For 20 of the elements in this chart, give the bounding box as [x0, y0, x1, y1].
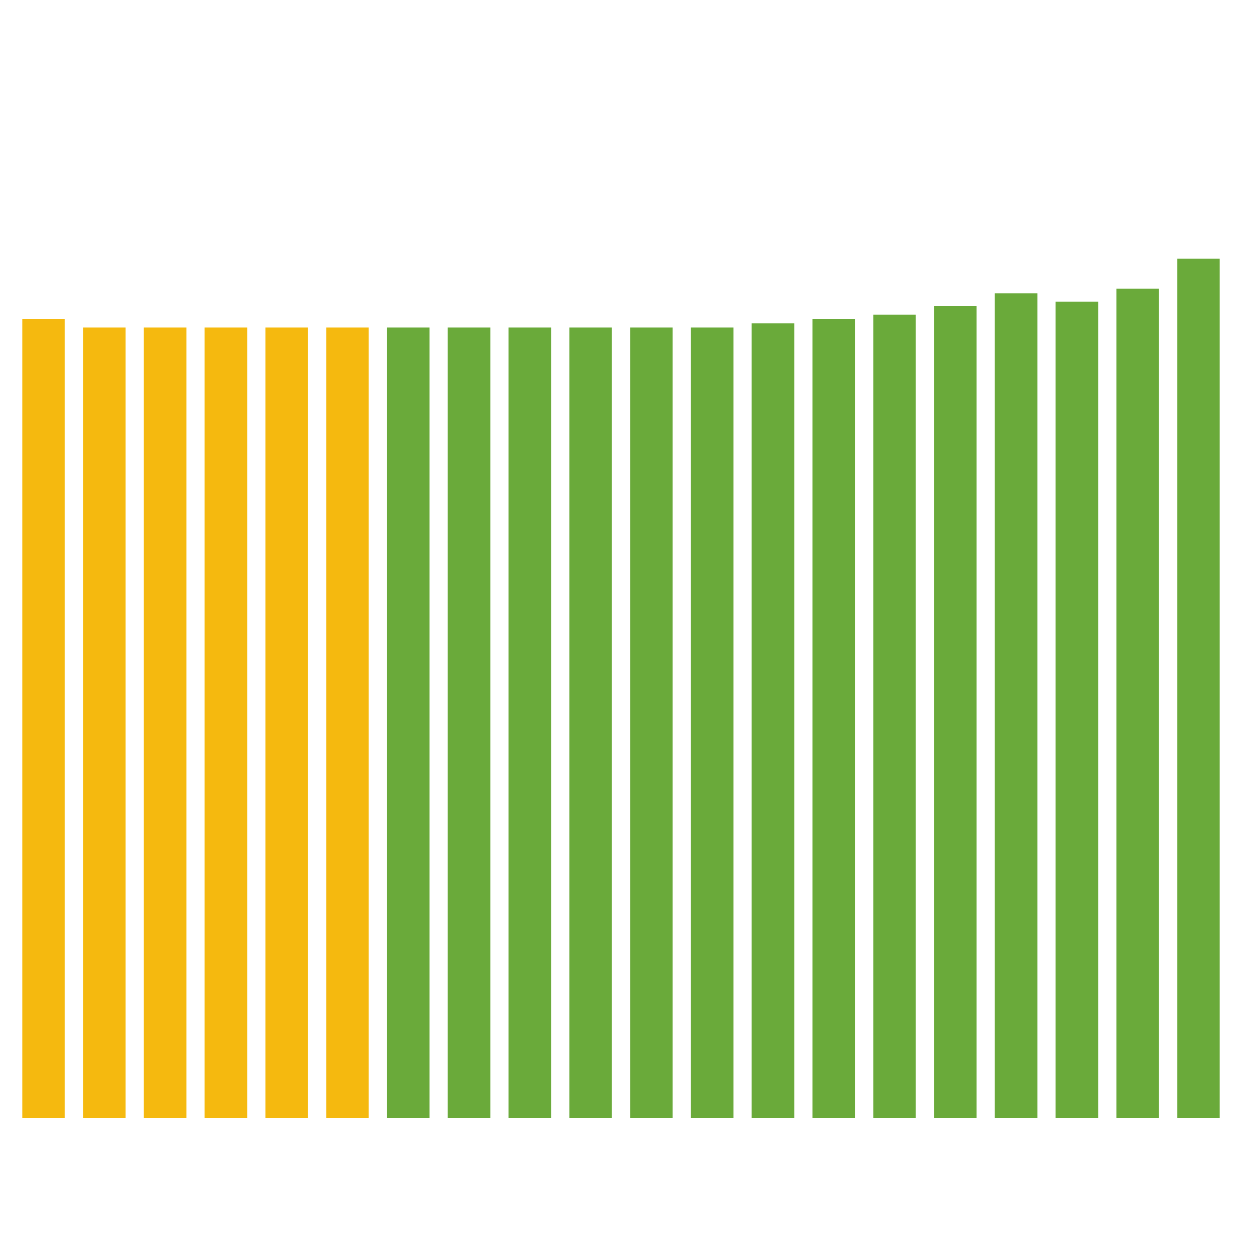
bar	[1116, 288, 1159, 1119]
bar	[326, 327, 369, 1119]
bar	[508, 327, 552, 1119]
bar	[83, 327, 126, 1119]
bar	[690, 327, 734, 1119]
bar	[447, 327, 491, 1119]
bar	[143, 327, 187, 1119]
bar	[751, 323, 795, 1119]
bar	[812, 318, 856, 1119]
bar	[1177, 258, 1220, 1119]
bar	[386, 327, 430, 1119]
bar	[22, 318, 65, 1119]
bar	[630, 327, 673, 1119]
bar	[994, 293, 1038, 1119]
bar	[873, 314, 916, 1119]
bar	[569, 327, 612, 1119]
bar	[265, 327, 308, 1119]
bar	[204, 327, 248, 1119]
bar	[934, 306, 977, 1119]
bar	[1055, 301, 1099, 1119]
